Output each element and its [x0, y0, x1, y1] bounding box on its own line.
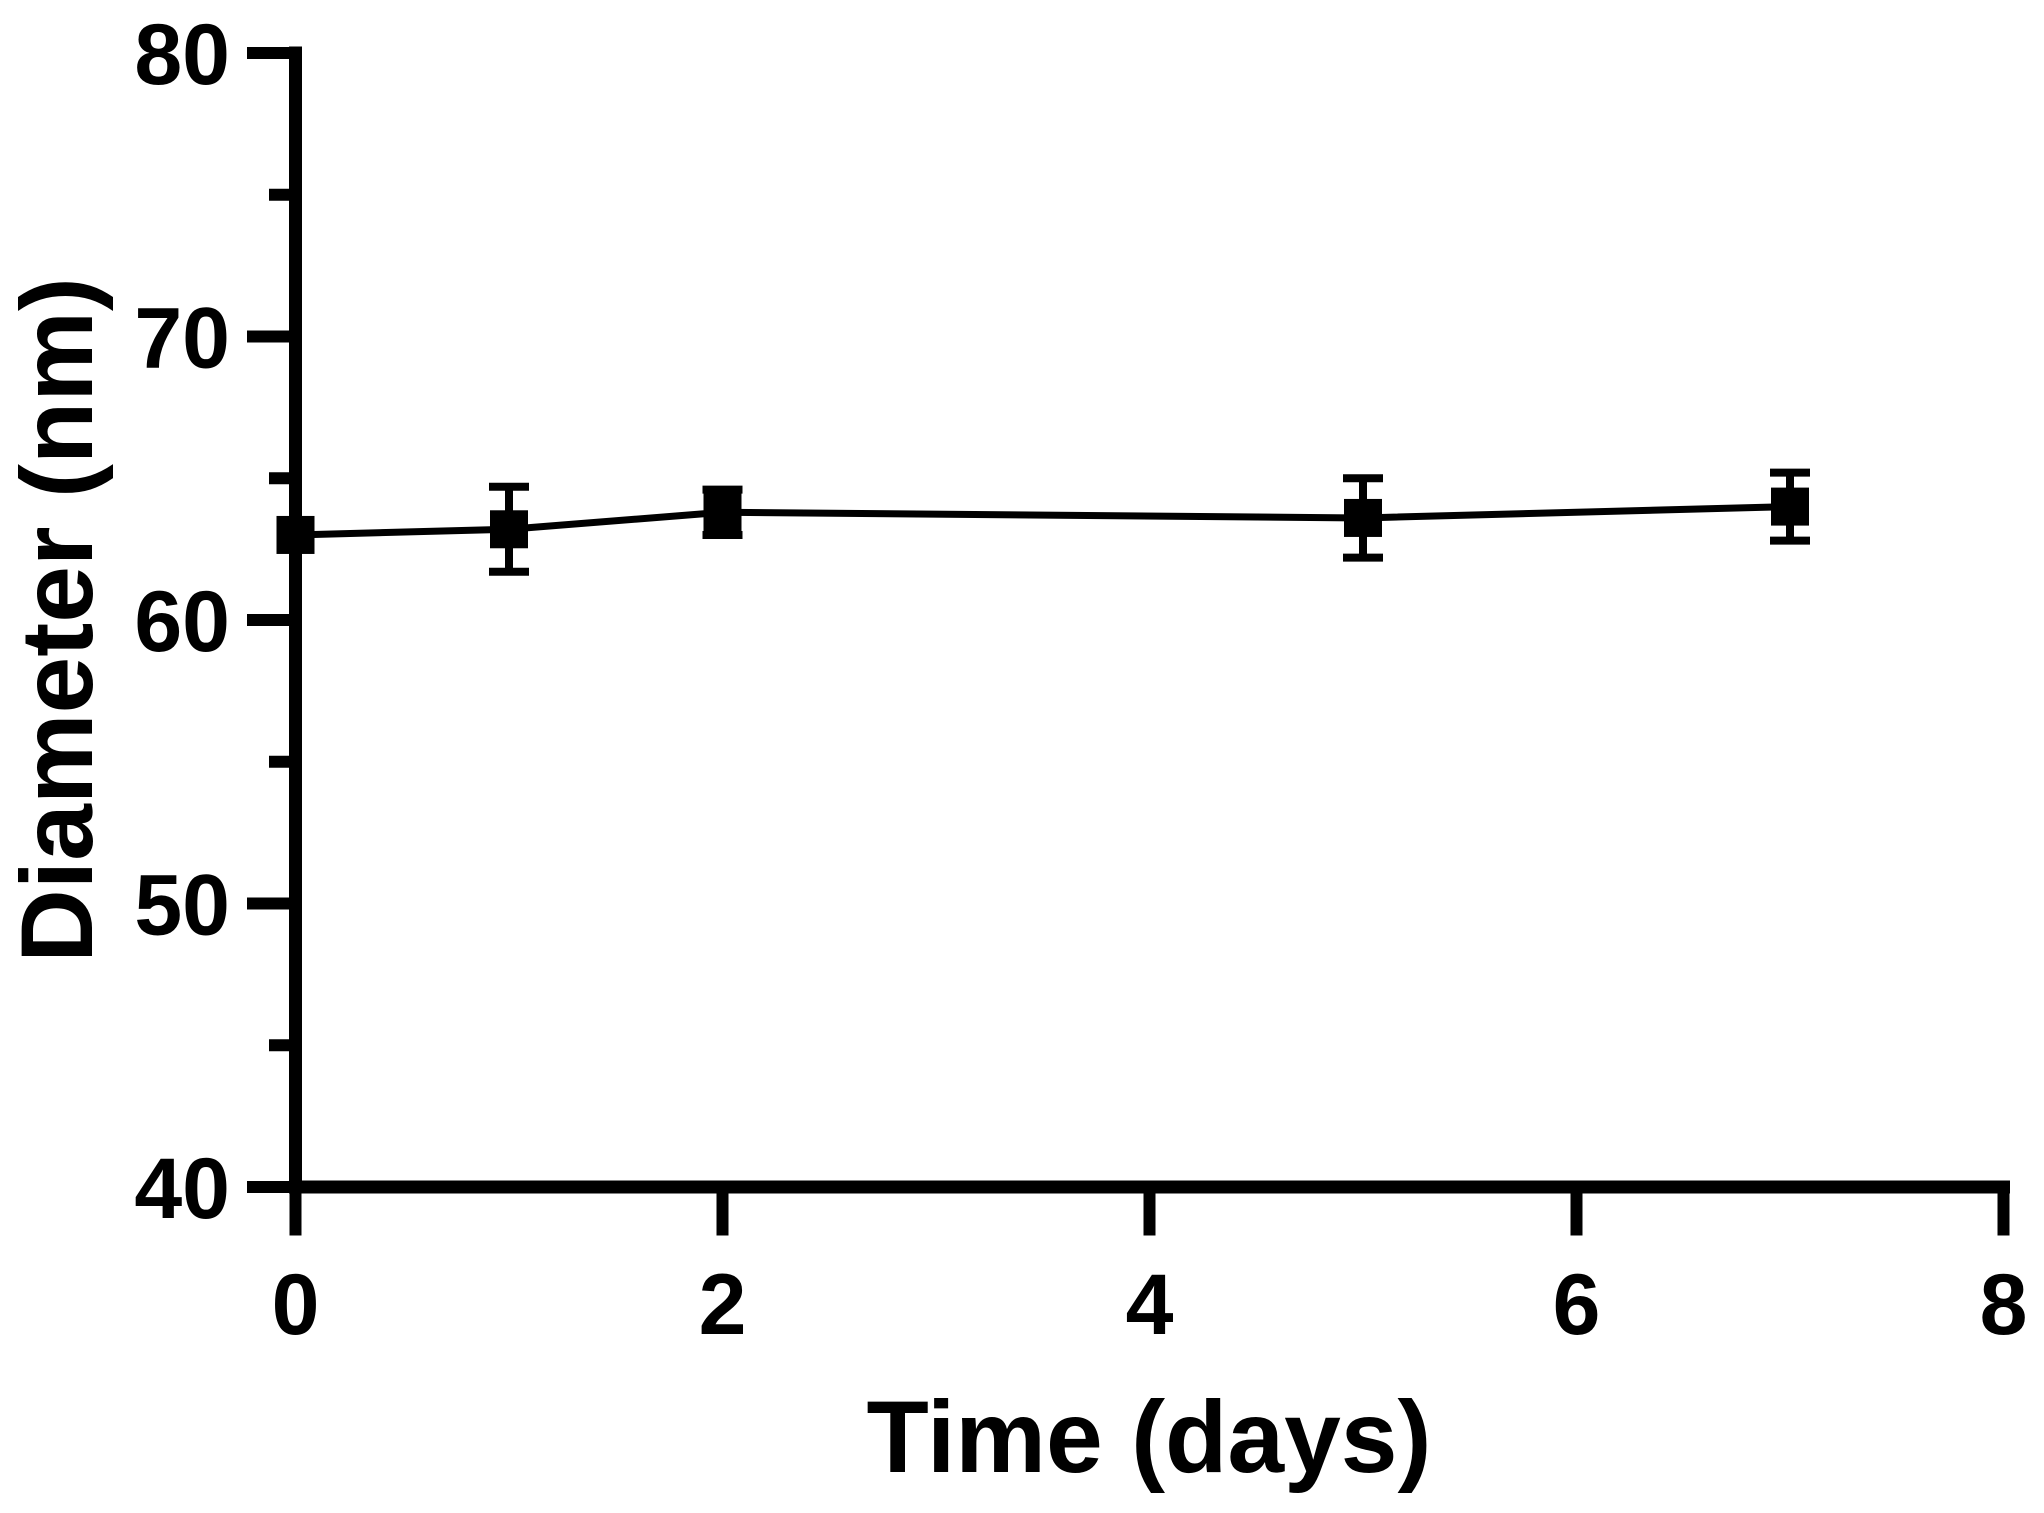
y-tick-label: 70 — [134, 291, 230, 387]
data-point-marker — [1771, 487, 1809, 526]
x-tick-label: 2 — [699, 1257, 747, 1353]
y-tick-label: 80 — [134, 7, 230, 103]
data-point-marker — [703, 493, 742, 532]
x-tick-label: 4 — [1126, 1257, 1174, 1353]
y-axis-title: Diameter (nm) — [0, 277, 114, 963]
y-tick-label: 60 — [134, 574, 230, 670]
x-tick-label: 8 — [1980, 1257, 2028, 1353]
data-point-marker — [276, 515, 315, 554]
x-tick-label: 6 — [1553, 1257, 1601, 1353]
data-point-marker — [490, 510, 528, 549]
x-tick-label: 0 — [272, 1257, 320, 1353]
data-point-marker — [1344, 498, 1382, 537]
axes: 40 50 60 70 80 0 2 4 6 8 — [134, 7, 2027, 1353]
x-axis-title: Time (days) — [867, 1380, 1432, 1494]
data-series — [276, 468, 1810, 576]
y-tick-label: 50 — [134, 858, 230, 954]
y-tick-label: 40 — [134, 1141, 230, 1237]
